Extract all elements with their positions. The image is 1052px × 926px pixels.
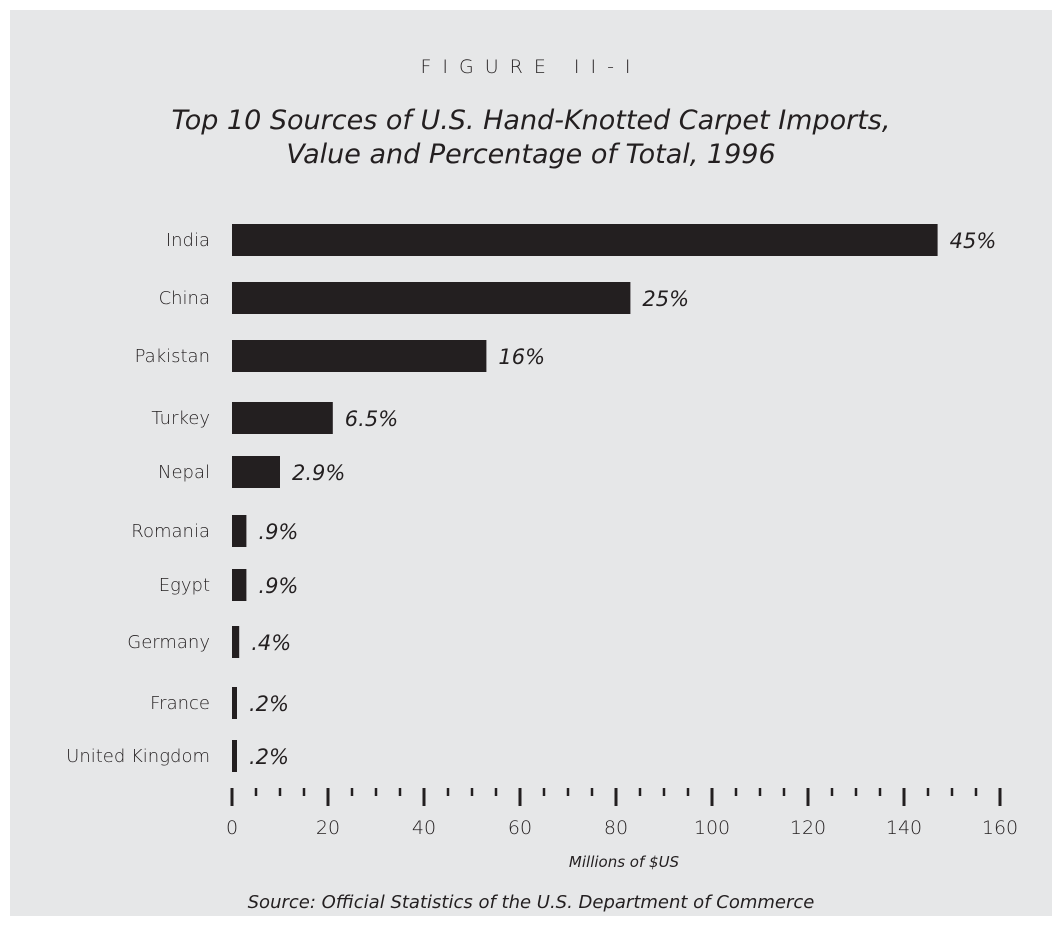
x-axis: 0 20 40 60 80 100 120 140 160	[226, 788, 1018, 839]
bars-layer	[232, 224, 938, 772]
bar	[232, 515, 247, 547]
bar	[232, 224, 938, 256]
category-label: Germany	[127, 632, 210, 653]
chart-subtitle: Value and Percentage of Total, 1996	[286, 139, 776, 170]
bar	[232, 340, 487, 372]
figure-label: FIGURE II-I	[420, 56, 642, 78]
data-label: .2%	[249, 692, 289, 716]
category-label: France	[150, 693, 210, 714]
bar	[232, 626, 240, 658]
x-tick-label: 0	[226, 817, 238, 839]
category-label: United Kingdom	[66, 746, 210, 767]
bar-chart: India 45% China 25% Pakistan 16% Turkey 6.5% Nep…	[66, 224, 1018, 871]
source-note: Source: Official Statistics of the U.S. …	[247, 892, 815, 913]
bar	[232, 402, 333, 434]
x-tick-label: 160	[982, 817, 1018, 839]
data-label: .2%	[249, 745, 289, 769]
category-label: Egypt	[159, 575, 210, 596]
data-label: .9%	[258, 574, 298, 598]
chart-title-block: Top 10 Sources of U.S. Hand-Knotted Carp…	[10, 104, 1052, 172]
data-label: .9%	[258, 520, 298, 544]
category-label: Pakistan	[135, 346, 210, 367]
category-label: China	[159, 288, 210, 309]
labels-layer: India 45% China 25% Pakistan 16% Turkey 6.5% Nep…	[66, 229, 996, 769]
bar	[232, 687, 237, 719]
data-label: 2.9%	[292, 461, 345, 485]
x-tick-label: 140	[886, 817, 922, 839]
category-label: Nepal	[158, 462, 210, 483]
bar	[232, 282, 631, 314]
x-tick-label: 20	[316, 817, 340, 839]
category-label: Romania	[131, 521, 210, 542]
bar	[232, 456, 280, 488]
x-tick-label: 120	[790, 817, 826, 839]
data-label: 16%	[498, 345, 545, 369]
category-label: Turkey	[151, 408, 210, 429]
data-label: 45%	[950, 229, 997, 253]
x-tick-label: 100	[694, 817, 730, 839]
chart-panel: FIGURE II-I Top 10 Sources of U.S. Hand-…	[10, 10, 1052, 916]
x-tick-label: 40	[412, 817, 436, 839]
chart-title: Top 10 Sources of U.S. Hand-Knotted Carp…	[171, 105, 891, 136]
x-tick-label: 60	[508, 817, 532, 839]
x-tick-label: 80	[604, 817, 628, 839]
data-label: 25%	[642, 287, 689, 311]
data-label: .4%	[251, 631, 291, 655]
bar	[232, 740, 237, 772]
bar	[232, 569, 247, 601]
data-label: 6.5%	[345, 407, 398, 431]
x-axis-label: Millions of $US	[569, 853, 680, 871]
category-label: India	[166, 230, 210, 251]
